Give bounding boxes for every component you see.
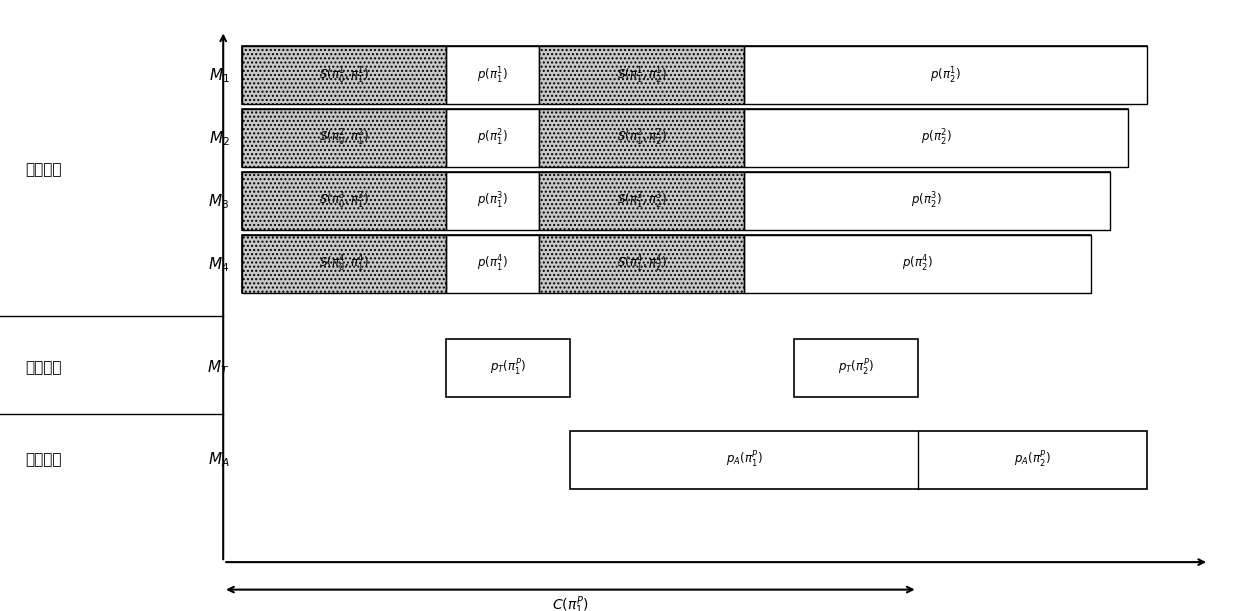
Text: $S(\pi_1^2,\pi_2^2)$: $S(\pi_1^2,\pi_2^2)$ bbox=[616, 128, 667, 148]
Text: $S(\pi_0^3,\pi_1^3)$: $S(\pi_0^3,\pi_1^3)$ bbox=[319, 191, 370, 211]
Text: $p(\pi_2^2)$: $p(\pi_2^2)$ bbox=[921, 128, 951, 148]
Bar bbox=[446, 109, 539, 167]
Text: $C(\pi_1^P)$: $C(\pi_1^P)$ bbox=[552, 595, 589, 611]
Bar bbox=[242, 46, 446, 104]
Text: $M_2$: $M_2$ bbox=[208, 129, 229, 148]
Text: $p_A(\pi_1^P)$: $p_A(\pi_1^P)$ bbox=[725, 450, 763, 470]
Text: $p(\pi_1^1)$: $p(\pi_1^1)$ bbox=[477, 65, 508, 86]
Bar bbox=[242, 172, 446, 230]
Text: $p(\pi_2^1)$: $p(\pi_2^1)$ bbox=[930, 65, 961, 86]
Text: $p(\pi_1^2)$: $p(\pi_1^2)$ bbox=[477, 128, 508, 148]
Bar bbox=[242, 109, 1128, 167]
Bar bbox=[744, 46, 1147, 104]
Text: $M_3$: $M_3$ bbox=[208, 192, 229, 211]
Text: 第三阶段: 第三阶段 bbox=[25, 452, 61, 467]
Bar bbox=[539, 235, 744, 293]
Text: $S(\pi_1^3,\pi_2^3)$: $S(\pi_1^3,\pi_2^3)$ bbox=[616, 191, 667, 211]
Text: $p(\pi_2^3)$: $p(\pi_2^3)$ bbox=[911, 191, 942, 211]
Bar bbox=[242, 109, 446, 167]
Bar bbox=[744, 172, 1110, 230]
Text: $S(\pi_0^4,\pi_1^4)$: $S(\pi_0^4,\pi_1^4)$ bbox=[319, 254, 370, 274]
Bar bbox=[242, 235, 446, 293]
Text: $p_A(\pi_2^P)$: $p_A(\pi_2^P)$ bbox=[1014, 450, 1050, 470]
Bar bbox=[539, 46, 744, 104]
Text: $M_A$: $M_A$ bbox=[208, 450, 229, 469]
Bar bbox=[744, 235, 1091, 293]
Bar bbox=[446, 339, 570, 397]
Bar bbox=[744, 109, 1128, 167]
Bar bbox=[570, 431, 1147, 489]
Bar bbox=[794, 339, 918, 397]
Text: $p(\pi_2^4)$: $p(\pi_2^4)$ bbox=[903, 254, 932, 274]
Bar bbox=[539, 172, 744, 230]
Text: $p_T(\pi_1^P)$: $p_T(\pi_1^P)$ bbox=[490, 358, 527, 378]
Bar bbox=[242, 172, 446, 230]
Text: $S(\pi_1^1,\pi_2^1)$: $S(\pi_1^1,\pi_2^1)$ bbox=[616, 65, 667, 86]
Bar bbox=[242, 235, 1091, 293]
Bar bbox=[446, 46, 539, 104]
Text: $p(\pi_1^4)$: $p(\pi_1^4)$ bbox=[477, 254, 508, 274]
Text: $S(\pi_0^1,\pi_1^1)$: $S(\pi_0^1,\pi_1^1)$ bbox=[319, 65, 370, 86]
Text: 第一阶段: 第一阶段 bbox=[25, 163, 61, 177]
Text: $M_1$: $M_1$ bbox=[208, 66, 229, 85]
Text: $p(\pi_1^3)$: $p(\pi_1^3)$ bbox=[477, 191, 508, 211]
Bar bbox=[242, 235, 446, 293]
Bar bbox=[242, 46, 446, 104]
Text: $p_T(\pi_2^P)$: $p_T(\pi_2^P)$ bbox=[837, 358, 874, 378]
Bar bbox=[539, 109, 744, 167]
Bar bbox=[539, 46, 744, 104]
Text: 第二阶段: 第二阶段 bbox=[25, 360, 61, 376]
Bar bbox=[446, 235, 539, 293]
Bar bbox=[242, 46, 1147, 104]
Bar bbox=[242, 109, 446, 167]
Text: $M_T$: $M_T$ bbox=[207, 359, 229, 378]
Bar bbox=[446, 172, 539, 230]
Text: $M_4$: $M_4$ bbox=[208, 255, 229, 274]
Bar bbox=[539, 109, 744, 167]
Text: $S(\pi_0^2,\pi_1^2)$: $S(\pi_0^2,\pi_1^2)$ bbox=[319, 128, 370, 148]
Bar bbox=[242, 172, 1110, 230]
Text: $S(\pi_1^4,\pi_2^4)$: $S(\pi_1^4,\pi_2^4)$ bbox=[616, 254, 667, 274]
Bar bbox=[539, 172, 744, 230]
Bar bbox=[539, 235, 744, 293]
